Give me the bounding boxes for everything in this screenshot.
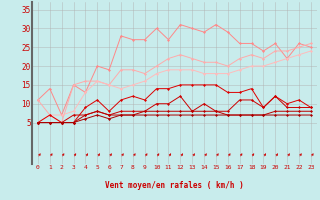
X-axis label: Vent moyen/en rafales ( km/h ): Vent moyen/en rafales ( km/h ) [105, 182, 244, 190]
